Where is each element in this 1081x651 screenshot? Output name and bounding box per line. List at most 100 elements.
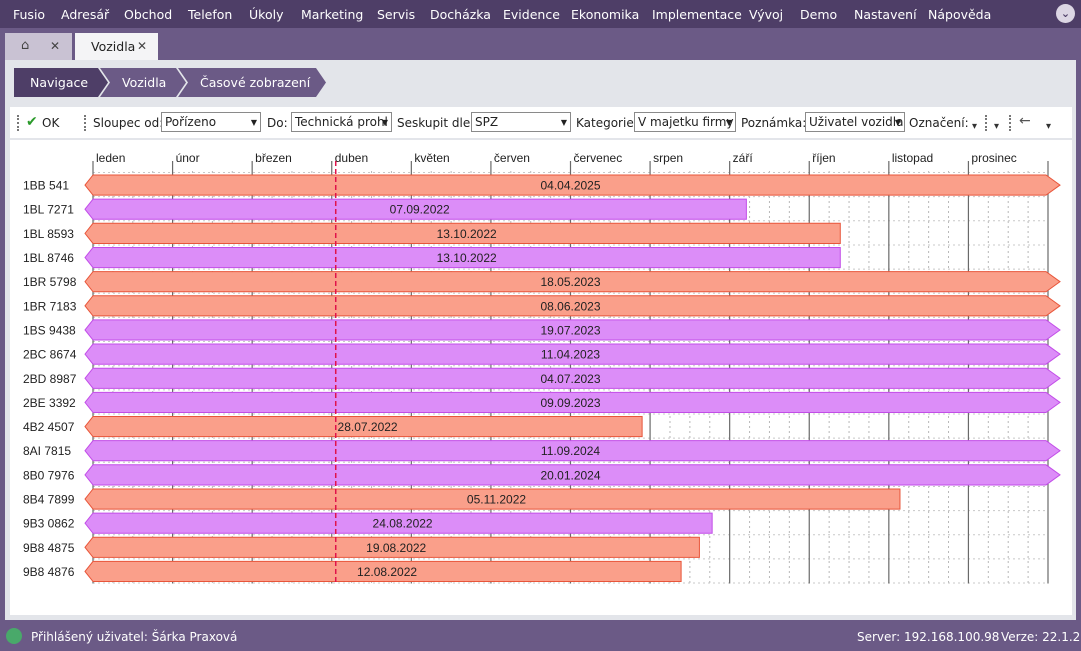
sloupec-select[interactable]: Pořízeno ▼ (161, 112, 261, 132)
bar-date-label: 18.05.2023 (540, 275, 600, 289)
chevron-down-icon[interactable]: ⌄ (1056, 4, 1075, 23)
menu-item-nastaveni[interactable]: Nastavení (854, 7, 917, 22)
timeline-bar (84, 536, 700, 558)
toolbar-grip[interactable] (84, 115, 88, 131)
close-icon[interactable]: ✕ (50, 39, 61, 53)
month-label: prosinec (971, 151, 1016, 165)
dropdown-arrow-icon: ▼ (894, 118, 901, 127)
row-label: 1BR 7183 (23, 299, 77, 313)
version-info: Verze: 22.1.2.1 (1001, 630, 1081, 644)
toolbar-grip[interactable] (1009, 115, 1013, 131)
month-label: duben (335, 151, 368, 165)
tab-vozidla[interactable]: Vozidla ✕ (75, 33, 158, 60)
timeline-bar (84, 560, 682, 583)
overflow-arrow-icon[interactable]: ▾ (994, 121, 1000, 132)
sloupec-value: Pořízeno (165, 115, 217, 129)
timeline-bar (84, 198, 747, 220)
bar-date-label: 12.08.2022 (357, 565, 417, 579)
menu-item-dochazka[interactable]: Docházka (430, 7, 491, 22)
timeline-bar (84, 295, 1061, 317)
dropdown-arrow-icon: ▼ (250, 118, 257, 127)
row-label: 2BE 3392 (23, 396, 76, 410)
timeline-bar (84, 246, 841, 269)
seskupit-value: SPZ (475, 115, 499, 129)
oznaceni-label: Označení: (909, 116, 969, 130)
menu-item-demo[interactable]: Demo (800, 7, 838, 22)
do-select[interactable]: Technická prohl ▼ (291, 112, 392, 132)
toolbar-grip[interactable] (985, 115, 989, 131)
row-label: 8B0 7976 (23, 468, 75, 482)
timeline-panel: leden únor březen duben květen červen červenec… (10, 140, 1072, 615)
timeline-bar (84, 391, 1061, 413)
row-label: 9B8 4876 (23, 565, 75, 579)
close-icon[interactable]: ✕ (137, 39, 148, 53)
menu-item-marketing[interactable]: Marketing (301, 7, 364, 22)
timeline-bar (84, 271, 1061, 293)
menu-item-ekonomika[interactable]: Ekonomika (571, 7, 640, 22)
arrow-left-icon[interactable]: ← (1019, 113, 1031, 129)
month-label: říjen (812, 151, 835, 165)
main-menu-bar: Fusio Adresář Obchod Telefon Úkoly Marke… (0, 0, 1081, 28)
bar-date-label: 11.04.2023 (541, 348, 600, 362)
overflow-arrow-icon[interactable]: ▾ (1046, 121, 1052, 132)
menu-item-fusio[interactable]: Fusio (13, 7, 46, 22)
dropdown-arrow-icon: ▼ (725, 118, 732, 127)
menu-item-ukoly[interactable]: Úkoly (249, 7, 284, 22)
tab-home[interactable]: ⌂ ✕ (5, 33, 72, 60)
row-label: 1BL 8746 (23, 251, 74, 265)
row-label: 8AI 7815 (23, 444, 71, 458)
month-label: březen (255, 151, 292, 165)
bar-date-label: 13.10.2022 (437, 227, 497, 241)
home-icon: ⌂ (21, 38, 30, 53)
timeline-chart: leden únor březen duben květen červen červenec… (23, 151, 1061, 584)
logged-user: Přihlášený uživatel: Šárka Praxová (31, 630, 238, 644)
month-label: září (733, 151, 754, 165)
bar-date-label: 05.11.2022 (467, 493, 526, 507)
row-label: 9B8 4875 (23, 541, 75, 555)
menu-item-telefon[interactable]: Telefon (188, 7, 233, 22)
menu-item-vyvoj[interactable]: Vývoj (749, 7, 784, 22)
menu-item-implementace[interactable]: Implementace (652, 7, 742, 22)
menu-item-servis[interactable]: Servis (377, 7, 416, 22)
month-label: červen (494, 151, 530, 165)
bar-date-label: 04.07.2023 (540, 372, 600, 386)
kategorie-select[interactable]: V majetku firmy ▼ (634, 112, 736, 132)
row-label: 1BB 541 (23, 179, 69, 193)
month-label: leden (96, 151, 125, 165)
checkmark-icon: ✔ (26, 114, 38, 130)
row-label: 4B2 4507 (23, 420, 75, 434)
filter-toolbar: ✔ OK Sloupec od: Pořízeno ▼ Do: Technick… (10, 107, 1072, 138)
toolbar-grip[interactable] (17, 115, 21, 131)
month-label: červenec (574, 151, 623, 165)
ok-button[interactable]: OK (42, 116, 60, 130)
month-label: únor (176, 151, 200, 165)
bar-date-label: 09.09.2023 (540, 396, 600, 410)
menu-item-obchod[interactable]: Obchod (124, 7, 173, 22)
do-label: Do: (267, 116, 288, 130)
tab-label: Vozidla (91, 39, 136, 54)
menu-item-napoveda[interactable]: Nápověda (928, 7, 992, 22)
row-label: 9B3 0862 (23, 517, 75, 531)
timeline-bar (84, 416, 643, 438)
row-label: 2BD 8987 (23, 372, 77, 386)
breadcrumb-casove-zobrazeni[interactable]: Časové zobrazení (178, 68, 326, 97)
bar-date-label: 04.04.2025 (540, 179, 600, 193)
breadcrumb-vozidla[interactable]: Vozidla (100, 68, 186, 97)
poznamka-select[interactable]: Uživatel vozidla ▼ (805, 112, 905, 132)
row-label: 8B4 7899 (23, 493, 75, 507)
bar-date-label: 19.07.2023 (540, 323, 600, 337)
breadcrumb-navigace[interactable]: Navigace (14, 68, 108, 97)
bar-date-label: 20.01.2024 (540, 468, 600, 482)
bar-date-label: 19.08.2022 (366, 541, 426, 555)
kategorie-value: V majetku firmy (638, 115, 734, 129)
row-label: 1BL 7271 (23, 203, 74, 217)
timeline-bar (84, 319, 1061, 341)
bar-date-label: 24.08.2022 (373, 517, 433, 531)
menu-item-evidence[interactable]: Evidence (503, 7, 560, 22)
seskupit-select[interactable]: SPZ ▼ (471, 112, 571, 132)
dropdown-arrow-icon: ▼ (381, 118, 388, 127)
overflow-arrow-icon[interactable]: ▾ (972, 121, 978, 132)
menu-item-adresar[interactable]: Adresář (61, 7, 110, 22)
timeline-bar (84, 367, 1061, 389)
